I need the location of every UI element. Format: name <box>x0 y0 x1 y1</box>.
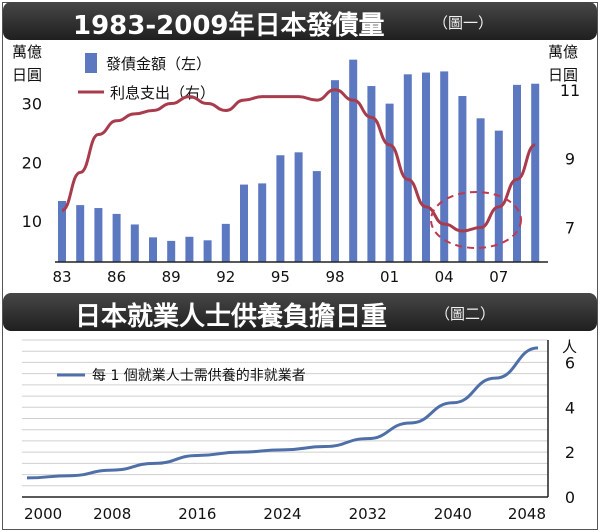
legend-bar-label: 發債金額（左） <box>106 55 211 73</box>
chart1-left-tick-30: 30 <box>22 95 42 114</box>
dependency-chart: 每 1 個就業人士需供養的非就業者 人 2000 2008 2016 2024 2032… <box>22 338 577 523</box>
bond-bar-04 <box>440 71 449 262</box>
bond-bar-95 <box>276 155 285 262</box>
chart1-title: 1983-2009年日本發債量 <box>73 11 385 41</box>
chart1-right-tick-11: 11 <box>560 81 580 100</box>
bond-issuance-chart: 萬億 日圓 萬億 日圓 發債金額（左） 利息支出（右） 83 86 89 92 95 98… <box>12 43 580 286</box>
bond-bar-88 <box>149 237 157 262</box>
chart2-xtick-2016: 2016 <box>178 505 216 523</box>
bond-bar-03 <box>422 72 430 262</box>
bond-bar-87 <box>130 224 139 262</box>
bond-bar-99 <box>349 59 358 262</box>
highlight-ellipse <box>430 191 522 249</box>
chart1-xtick-07: 07 <box>489 268 508 286</box>
chart2-xtick-2040: 2040 <box>434 505 472 523</box>
bond-bar-84 <box>76 205 85 262</box>
bond-bar-94 <box>258 183 267 262</box>
bond-bar-09 <box>531 83 540 263</box>
chart1-xtick-89: 89 <box>162 268 181 286</box>
chart1-right-tick-7: 7 <box>565 219 575 238</box>
bond-bar-93 <box>240 184 248 262</box>
chart2-title: 日本就業人士供養負擔日重 <box>75 302 388 332</box>
bond-bar-05 <box>458 96 467 262</box>
chart2-unit: 人 <box>562 338 577 356</box>
bond-bar-86 <box>112 213 121 262</box>
bond-bar-89 <box>167 240 176 262</box>
chart1-title-banner: 1983-2009年日本發債量 （圖一） <box>3 2 597 41</box>
bond-bar-02 <box>403 74 412 262</box>
left-unit-line2: 日圓 <box>12 66 42 84</box>
bond-bar-91 <box>203 240 212 262</box>
bond-bar-98 <box>331 80 339 263</box>
chart1-left-tick-20: 20 <box>22 153 42 172</box>
chart1-xtick-86: 86 <box>107 268 126 286</box>
chart2-xtick-2032: 2032 <box>349 505 387 523</box>
chart1-xtick-95: 95 <box>271 268 290 286</box>
chart1-xtick-92: 92 <box>216 268 235 286</box>
dependency-line <box>26 346 539 480</box>
chart1-right-tick-9: 9 <box>565 150 575 169</box>
bond-bar-96 <box>294 152 303 262</box>
chart1-subtitle: （圖一） <box>433 14 494 32</box>
right-unit-line1: 萬億 <box>548 43 578 61</box>
bond-bar-85 <box>94 208 103 262</box>
chart2-ytick-6: 6 <box>565 353 575 372</box>
bond-bar-06 <box>476 118 485 262</box>
left-unit-line1: 萬億 <box>12 43 42 61</box>
bond-bar-01 <box>385 103 394 262</box>
right-unit-line2: 日圓 <box>548 66 578 84</box>
chart2-xtick-2000: 2000 <box>24 505 62 523</box>
chart1-left-tick-10: 10 <box>22 212 42 231</box>
chart2-subtitle: （圖二） <box>435 305 496 323</box>
bond-bar-83 <box>58 201 66 262</box>
bond-bar-90 <box>185 236 194 262</box>
chart2-ytick-4: 4 <box>565 398 575 417</box>
chart2-ytick-2: 2 <box>565 443 575 462</box>
interest-line <box>61 88 536 233</box>
chart2-xtick-2008: 2008 <box>93 505 131 523</box>
chart2-xtick-2048: 2048 <box>508 505 546 523</box>
chart2-xtick-2024: 2024 <box>263 505 301 523</box>
bond-bar-97 <box>312 171 321 262</box>
chart1-xtick-04: 04 <box>435 268 454 286</box>
chart2-title-banner: 日本就業人士供養負擔日重 （圖二） <box>3 293 597 332</box>
chart2-ytick-0: 0 <box>565 488 575 507</box>
chart1-xtick-83: 83 <box>52 268 71 286</box>
bond-bar-08 <box>513 84 521 263</box>
legend-bar-swatch <box>85 53 97 73</box>
bond-bar-00 <box>367 86 376 263</box>
chart1-xtick-01: 01 <box>380 268 399 286</box>
chart1-xtick-98: 98 <box>325 268 344 286</box>
chart2-legend-label: 每 1 個就業人士需供養的非就業者 <box>92 367 306 384</box>
bond-bar-92 <box>221 223 230 262</box>
